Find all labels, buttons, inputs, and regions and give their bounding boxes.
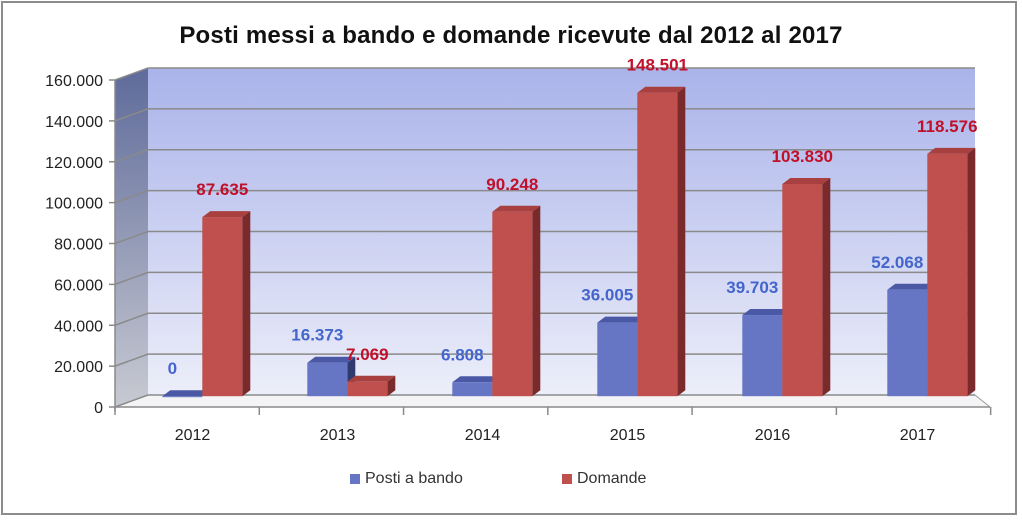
- svg-text:52.068: 52.068: [871, 253, 923, 272]
- svg-text:100.000: 100.000: [45, 196, 103, 213]
- svg-text:2016: 2016: [755, 427, 791, 444]
- chart-legend: Posti a bando Domande: [0, 470, 1022, 490]
- svg-text:36.005: 36.005: [581, 286, 633, 305]
- svg-text:140.000: 140.000: [45, 114, 103, 131]
- svg-text:2012: 2012: [175, 427, 211, 444]
- svg-text:2013: 2013: [320, 427, 356, 444]
- svg-text:2014: 2014: [465, 427, 501, 444]
- legend-swatch-red: [562, 474, 572, 484]
- chart-title: Posti messi a bando e domande ricevute d…: [179, 22, 843, 49]
- svg-text:16.373: 16.373: [291, 326, 343, 345]
- svg-text:2017: 2017: [900, 427, 936, 444]
- svg-text:87.635: 87.635: [196, 180, 248, 199]
- svg-text:148.501: 148.501: [627, 56, 688, 75]
- legend-item-posti: Posti a bando: [350, 470, 463, 488]
- svg-text:20.000: 20.000: [54, 359, 103, 376]
- svg-text:6.808: 6.808: [441, 345, 484, 364]
- svg-text:160.000: 160.000: [45, 73, 103, 90]
- svg-text:0: 0: [94, 400, 103, 417]
- legend-label: Domande: [577, 470, 647, 487]
- svg-text:60.000: 60.000: [54, 277, 103, 294]
- svg-text:118.576: 118.576: [917, 117, 978, 136]
- svg-text:2015: 2015: [610, 427, 646, 444]
- legend-label: Posti a bando: [365, 470, 463, 487]
- svg-text:103.830: 103.830: [772, 147, 833, 166]
- svg-text:80.000: 80.000: [54, 237, 103, 254]
- svg-text:120.000: 120.000: [45, 155, 103, 172]
- legend-item-domande: Domande: [562, 470, 646, 488]
- svg-text:0: 0: [168, 359, 177, 378]
- svg-text:40.000: 40.000: [54, 318, 103, 335]
- svg-text:90.248: 90.248: [486, 175, 538, 194]
- legend-swatch-blue: [350, 474, 360, 484]
- svg-text:39.703: 39.703: [726, 278, 778, 297]
- svg-text:7.069: 7.069: [346, 345, 389, 364]
